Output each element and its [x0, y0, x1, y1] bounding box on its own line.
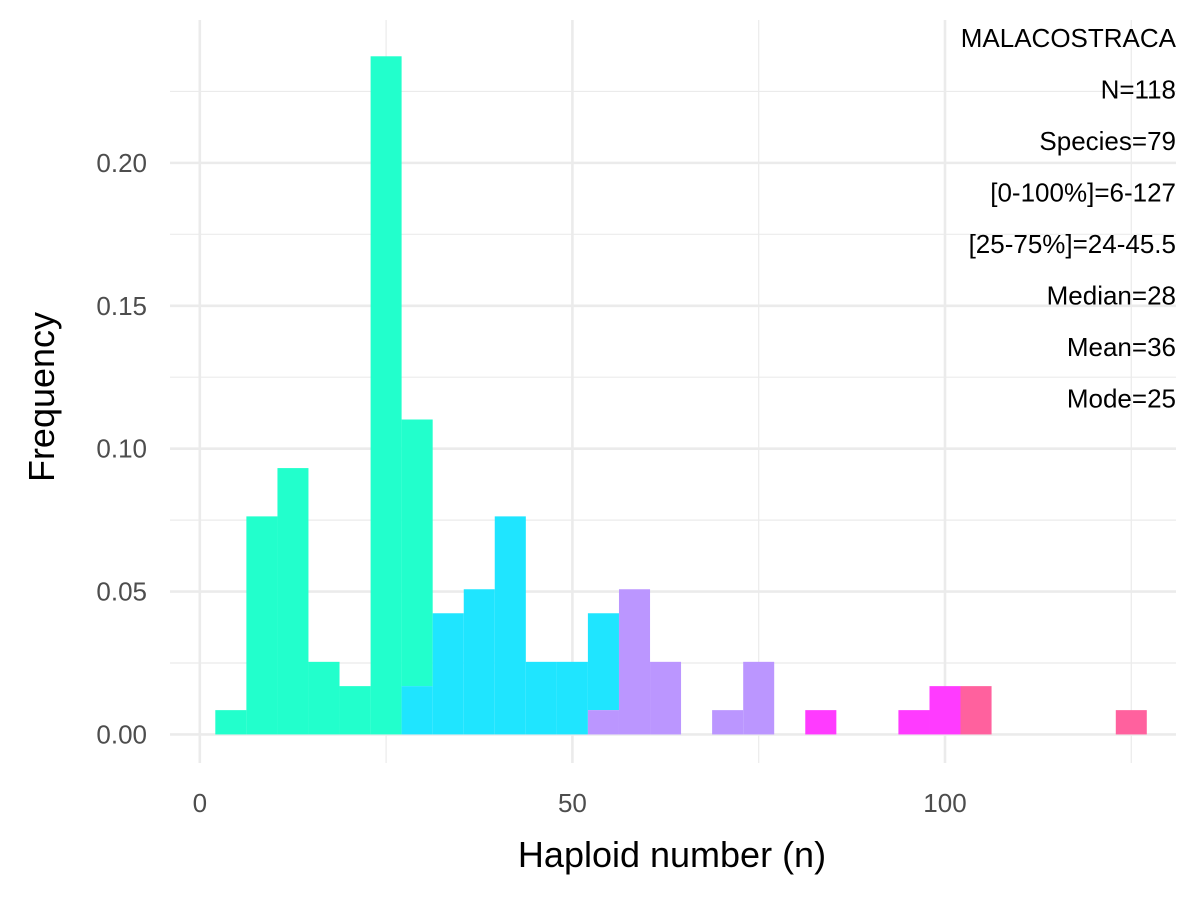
histogram-bar [401, 686, 433, 735]
stats-annotation-line: [25-75%]=24-45.5 [969, 229, 1176, 259]
bars-group [215, 56, 1147, 735]
x-axis-title: Haploid number (n) [518, 834, 826, 875]
stats-annotation-line: Mean=36 [1067, 332, 1176, 362]
grid-major [170, 20, 1176, 763]
histogram-bar [494, 516, 526, 735]
histogram-bar [618, 589, 651, 735]
y-tick-label: 0.15 [96, 291, 147, 321]
stats-annotation-line: N=118 [1101, 75, 1176, 105]
histogram-bar [898, 710, 930, 735]
histogram-bar [960, 686, 992, 735]
histogram-bar [1115, 710, 1147, 735]
histogram-bar [929, 686, 961, 735]
histogram-bar [650, 661, 682, 735]
histogram-bar [805, 710, 837, 735]
stats-annotation-line: MALACOSTRACA [961, 23, 1177, 53]
histogram-bar [277, 468, 309, 735]
stats-annotation-line: Median=28 [1047, 281, 1176, 311]
histogram-bar [525, 661, 557, 735]
histogram-bar [463, 589, 495, 735]
histogram-bar [246, 516, 278, 735]
histogram-bar [432, 613, 464, 735]
histogram-bar [370, 56, 402, 735]
y-tick-label: 0.20 [96, 148, 147, 178]
y-tick-label: 0.00 [96, 719, 147, 749]
histogram-bar [401, 419, 433, 687]
histogram-bar [587, 710, 619, 735]
histogram-bar [587, 613, 619, 711]
grid-minor [170, 20, 1176, 763]
histogram-bar [743, 661, 775, 735]
histogram-bar [712, 710, 744, 735]
x-tick-labels: 0 50 100 [193, 788, 967, 818]
stats-annotation-line: Mode=25 [1067, 384, 1176, 414]
y-tick-label: 0.05 [96, 577, 147, 607]
x-tick-label: 50 [558, 788, 587, 818]
y-tick-label: 0.10 [96, 434, 147, 464]
histogram-bar [215, 710, 247, 735]
y-axis-title: Frequency [21, 312, 62, 482]
stats-annotation-line: Species=79 [1039, 126, 1176, 156]
histogram-bar [556, 661, 588, 735]
histogram-bar [308, 661, 340, 735]
y-tick-labels: 0.00 0.05 0.10 0.15 0.20 [96, 148, 147, 750]
x-tick-label: 100 [923, 788, 966, 818]
x-tick-label: 0 [193, 788, 207, 818]
histogram-bar [339, 686, 371, 735]
stats-annotations: MALACOSTRACA N=118 Species=79 [0-100%]=6-12… [961, 23, 1177, 414]
stats-annotation-line: [0-100%]=6-127 [990, 178, 1176, 208]
